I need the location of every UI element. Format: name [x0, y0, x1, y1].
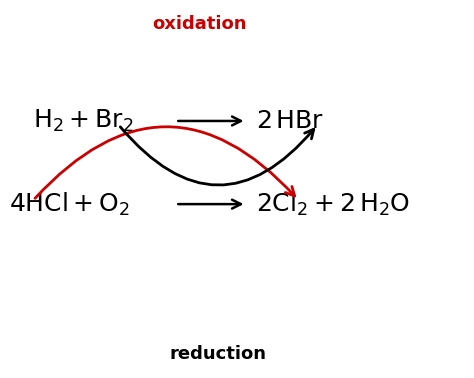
FancyArrowPatch shape: [35, 127, 295, 198]
FancyArrowPatch shape: [120, 127, 314, 185]
Text: oxidation: oxidation: [152, 15, 246, 33]
Text: $\mathdefault{2Cl_2 + 2\,H_2O}$: $\mathdefault{2Cl_2 + 2\,H_2O}$: [256, 191, 410, 218]
Text: $\mathdefault{4HCl + O_2}$: $\mathdefault{4HCl + O_2}$: [9, 191, 130, 218]
Text: $\mathdefault{2\,HBr}$: $\mathdefault{2\,HBr}$: [256, 109, 324, 133]
Text: reduction: reduction: [170, 345, 266, 363]
Text: $\mathdefault{H_2 + Br_2}$: $\mathdefault{H_2 + Br_2}$: [33, 108, 134, 134]
